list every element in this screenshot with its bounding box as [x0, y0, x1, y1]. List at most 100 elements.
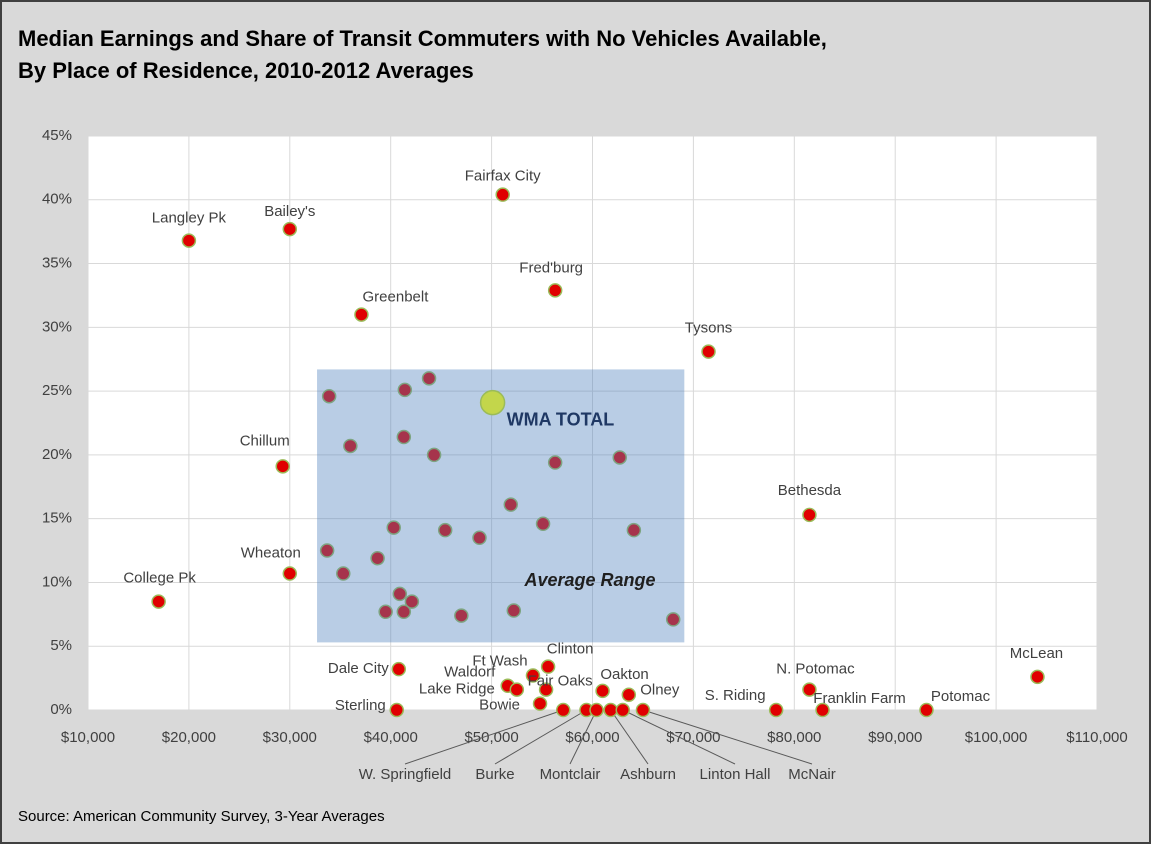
point [595, 683, 610, 699]
point [802, 682, 817, 697]
point [392, 586, 408, 602]
point [626, 522, 642, 538]
point [421, 371, 437, 386]
point [603, 702, 618, 718]
total-label: WMA TOTAL [507, 409, 615, 429]
y-tick-label: 30% [42, 318, 72, 335]
y-tick-label: 0% [50, 701, 72, 718]
total-point [479, 389, 506, 416]
point [535, 516, 551, 532]
point-label: Burke [475, 766, 514, 783]
point-label: Fair Oaks [528, 673, 593, 690]
leader-line [622, 709, 736, 765]
point-label: Ft Wash [472, 653, 527, 670]
leader-line [610, 709, 649, 765]
point [454, 608, 469, 623]
point [389, 702, 405, 718]
y-tick-label: 20% [42, 446, 72, 463]
point [404, 594, 420, 609]
point-label: McLean [1010, 645, 1063, 662]
point-label: Waldorf [444, 664, 496, 681]
x-tick-label: $110,000 [1066, 729, 1127, 746]
point [547, 455, 563, 470]
point-label: Tysons [685, 320, 733, 337]
x-tick-label: $50,000 [464, 729, 518, 746]
point-label: Chillum [240, 432, 290, 449]
point [701, 344, 716, 359]
point [506, 603, 522, 618]
point [396, 429, 412, 445]
chart-title: Median Earnings and Share of Transit Com… [18, 26, 827, 51]
point [282, 221, 298, 237]
point-label: Lake Ridge [419, 681, 495, 698]
point [396, 604, 412, 620]
point-label: Wheaton [241, 544, 301, 561]
point [547, 283, 563, 298]
y-tick-label: 10% [42, 573, 72, 590]
y-tick-label: 45% [42, 127, 72, 144]
y-tick-label: 40% [42, 191, 72, 208]
point-label: Fairfax City [465, 168, 541, 185]
point-label: College Pk [123, 570, 196, 587]
point-label: Fred'burg [519, 259, 583, 276]
point [1030, 669, 1045, 685]
point [538, 682, 554, 697]
leader-line [642, 709, 813, 765]
leader-line [404, 709, 564, 765]
point [343, 438, 358, 454]
point [509, 682, 525, 697]
point [589, 702, 604, 718]
point-label: Greenbelt [363, 289, 430, 306]
point [802, 507, 817, 523]
point [378, 604, 393, 620]
point [321, 388, 337, 404]
source: Source: American Community Survey, 3-Yea… [18, 808, 385, 825]
point [336, 566, 351, 581]
point-label: Oakton [600, 666, 648, 683]
x-tick-label: $100,000 [965, 729, 1028, 746]
point [555, 702, 571, 718]
point [540, 659, 556, 674]
leader-line [494, 709, 587, 765]
x-tick-label: $20,000 [162, 729, 216, 746]
point-label: McNair [788, 766, 836, 783]
point [768, 702, 784, 718]
point-label: Sterling [335, 697, 386, 714]
point [635, 702, 651, 718]
point [181, 233, 197, 248]
point [472, 530, 487, 546]
point [437, 522, 453, 538]
point-label: Potomac [931, 688, 991, 705]
y-tick-label: 35% [42, 255, 72, 272]
point-label: Bowie [479, 697, 520, 714]
point [665, 612, 681, 627]
x-tick-label: $10,000 [61, 729, 115, 746]
y-tick-label: 25% [42, 382, 72, 399]
point [503, 497, 519, 512]
average-range-label: Average Range [523, 570, 655, 590]
point-label: N. Potomac [776, 661, 855, 678]
x-tick-label: $40,000 [364, 729, 418, 746]
point [282, 566, 298, 581]
point-label: Olney [640, 682, 680, 699]
chart-subtitle: By Place of Residence, 2010-2012 Average… [18, 58, 474, 83]
point [525, 668, 541, 683]
point [495, 187, 510, 202]
point [275, 459, 290, 474]
point-label: Franklin Farm [813, 690, 906, 707]
point-label: Clinton [547, 641, 594, 658]
point [615, 702, 631, 718]
x-tick-label: $90,000 [868, 729, 922, 746]
x-tick-label: $70,000 [666, 729, 720, 746]
x-tick-label: $60,000 [565, 729, 619, 746]
point-label: Langley Pk [152, 210, 227, 227]
point [532, 696, 548, 711]
point [621, 687, 637, 702]
point [319, 543, 335, 558]
point-label: Montclair [540, 766, 601, 783]
point [426, 447, 442, 463]
point-label: S. Riding [705, 687, 766, 704]
y-tick-label: 15% [42, 510, 72, 527]
point [354, 307, 369, 322]
